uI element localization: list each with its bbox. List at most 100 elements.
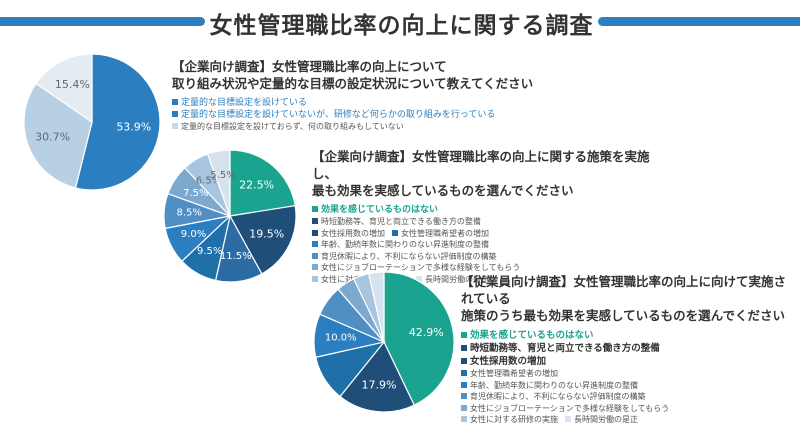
pie-slice bbox=[383, 271, 455, 406]
chart2-text: 【企業向け調査】女性管理職比率の向上に関する施策を実施し、 最も効果を実感してい… bbox=[312, 148, 652, 285]
legend-swatch bbox=[416, 275, 422, 282]
legend-swatch bbox=[392, 229, 398, 236]
legend-item: 女性採用数の増加 bbox=[461, 355, 797, 368]
legend-item: 育児休暇により、不利にならない評価制度の構築 bbox=[461, 391, 797, 403]
legend-item: 育児休暇により、不利にならない評価制度の構築 bbox=[312, 251, 652, 263]
legend-item: 長時間労働の是正 bbox=[565, 415, 638, 424]
legend-label: 女性にジョブローテーションで多様な経験をしてもらう bbox=[470, 403, 670, 413]
chart2-heading-line: 【企業向け調査】女性管理職比率の向上に関する施策を実施し、 bbox=[312, 149, 650, 181]
legend-item: 効果を感じているものはない bbox=[461, 329, 797, 342]
legend-label: 効果を感じているものはない bbox=[321, 205, 439, 215]
legend-item: 女性管理職希望者の増加 bbox=[461, 368, 797, 380]
pie-slice bbox=[229, 149, 296, 217]
chart3-heading: 【従業員向け調査】女性管理職比率の向上に向けて実施されている 施策のうち最も効果… bbox=[461, 273, 797, 324]
title-banner: 女性管理職比率の向上に関する調査 bbox=[0, 0, 800, 46]
legend-row: 女性採用数の増加 女性管理職希望者の増加 bbox=[312, 228, 652, 240]
legend-label: 女性管理職希望者の増加 bbox=[470, 369, 558, 378]
legend-label: 時短勤務等、育児と両立できる働き方の整備 bbox=[470, 343, 660, 354]
legend-swatch bbox=[172, 123, 178, 129]
legend-label: 長時間労働の是正 bbox=[425, 274, 489, 284]
pie-slice-label: 7.5% bbox=[183, 188, 208, 199]
legend-item: 女性にジョブローテーションで多様な経験をしてもらう bbox=[312, 262, 652, 274]
pie-chart-company-measures: 22.5% 19.5% 11.5%9.5% 9.0% 8.5% 7.5%6.5%5.5% bbox=[163, 149, 297, 283]
legend-row: 女性に対する研修の実施 長時間労働の是正 bbox=[461, 414, 797, 426]
chart3-text: 【従業員向け調査】女性管理職比率の向上に向けて実施されている 施策のうち最も効果… bbox=[461, 273, 797, 426]
legend-label: 女性にジョブローテーションで多様な経験をしてもらう bbox=[321, 263, 521, 272]
legend-swatch bbox=[461, 358, 467, 364]
legend-item: 女性にジョブローテーションで多様な経験をしてもらう bbox=[461, 403, 797, 415]
chart3-heading-line: 【従業員向け調査】女性管理職比率の向上に向けて実施されている bbox=[461, 274, 787, 306]
legend-item: 時短勤務等、育児と両立できる働き方の整備 bbox=[312, 216, 652, 228]
legend-item: 時短勤務等、育児と両立できる働き方の整備 bbox=[461, 342, 797, 355]
legend-label: 育児休暇により、不利にならない評価制度の構築 bbox=[321, 251, 497, 261]
pie-slice-label: 53.9% bbox=[116, 121, 151, 134]
chart1-legend: 定量的な目標設定を設けている 定量的な目標設定を設けていないが、研修など何らかの… bbox=[172, 97, 592, 133]
legend-swatch bbox=[312, 275, 318, 282]
legend-item: 年齢、勤続年数に関わりのない昇進制度の整備 bbox=[312, 239, 652, 251]
pie-slice-label: 17.9% bbox=[362, 379, 397, 392]
legend-item: 女性採用数の増加 bbox=[312, 229, 385, 238]
legend-swatch bbox=[461, 404, 467, 411]
page-title: 女性管理職比率の向上に関する調査 bbox=[209, 13, 594, 39]
chart2-heading-line: 最も効果を実感しているものを選んでください bbox=[312, 183, 574, 198]
legend-swatch bbox=[461, 370, 467, 376]
pie-slice-label: 10.0% bbox=[325, 332, 357, 343]
legend-label: 長時間労働の是正 bbox=[574, 415, 638, 424]
chart1-heading-line: 【企業向け調査】女性管理職比率の向上について bbox=[172, 59, 447, 74]
legend-label: 時短勤務等、育児と両立できる働き方の整備 bbox=[321, 217, 481, 226]
legend-label: 年齢、勤続年数に関わりのない昇進制度の整備 bbox=[321, 240, 489, 249]
pie-slice-label: 30.7% bbox=[35, 130, 70, 143]
chart3-legend: 効果を感じているものはない 時短勤務等、育児と両立できる働き方の整備 女性採用数… bbox=[461, 329, 797, 426]
legend-swatch bbox=[461, 345, 467, 351]
legend-swatch bbox=[461, 332, 467, 338]
pie-slice bbox=[74, 53, 161, 191]
legend-label: 女性採用数の増加 bbox=[470, 356, 547, 367]
pie-slice bbox=[368, 271, 385, 343]
pie-slice-label: 8.5% bbox=[176, 207, 201, 218]
legend-swatch bbox=[172, 111, 178, 117]
title-bar-left bbox=[0, 17, 205, 26]
legend-label: 定量的な目標設定を設けていないが、研修など何らかの取り組みを行っている bbox=[181, 110, 496, 120]
legend-item: 女性管理職希望者の増加 bbox=[392, 229, 489, 238]
legend-swatch bbox=[312, 264, 318, 270]
pie-slice bbox=[229, 204, 297, 275]
legend-item: 定量的な目標設定を設けている bbox=[172, 97, 592, 109]
legend-item: 効果を感じているものはない bbox=[312, 204, 652, 216]
chart1-heading: 【企業向け調査】女性管理職比率の向上について 取り組み状況や定量的な目標の設定状… bbox=[172, 58, 592, 92]
legend-swatch bbox=[461, 416, 467, 422]
pie-slice-label: 9.5% bbox=[197, 246, 222, 257]
chart1-text: 【企業向け調査】女性管理職比率の向上について 取り組み状況や定量的な目標の設定状… bbox=[172, 58, 592, 133]
legend-label: 育児休暇により、不利にならない評価制度の構築 bbox=[470, 392, 646, 401]
legend-label: 定量的な目標設定を設けておらず、何の取り組みもしていない bbox=[181, 122, 404, 131]
pie-slice-label: 11.5% bbox=[220, 251, 252, 262]
legend-swatch bbox=[312, 218, 318, 224]
title-bar-right bbox=[598, 17, 800, 26]
pie-slice-label: 9.0% bbox=[181, 229, 206, 240]
legend-item: 年齢、勤続年数に関わりのない昇進制度の整備 bbox=[461, 380, 797, 392]
legend-label: 女性に対する研修の実施 bbox=[470, 415, 558, 424]
chart3-heading-line: 施策のうち最も効果を実感しているものを選んでください bbox=[461, 308, 786, 323]
pie-chart-employee-measures: 42.9% 17.9% 10.0% bbox=[313, 271, 455, 413]
pie-slice bbox=[23, 82, 93, 189]
legend-item: 定量的な目標設定を設けていないが、研修など何らかの取り組みを行っている bbox=[172, 109, 592, 121]
legend-item: 長時間労働の是正 bbox=[416, 275, 489, 284]
legend-swatch bbox=[461, 393, 467, 399]
pie-slice-label: 5.5% bbox=[210, 170, 235, 181]
legend-swatch bbox=[461, 381, 467, 388]
pie-chart-goal-setting: 53.9% 30.7% 15.4% bbox=[23, 53, 161, 191]
pie-slice-label: 6.5% bbox=[196, 176, 221, 187]
legend-label: 女性採用数の増加 bbox=[321, 228, 385, 238]
legend-swatch bbox=[312, 206, 318, 212]
pie-slice-label: 19.5% bbox=[249, 228, 284, 241]
legend-swatch bbox=[312, 241, 318, 247]
legend-swatch bbox=[312, 229, 318, 236]
legend-swatch bbox=[172, 99, 178, 105]
pie-slice bbox=[339, 340, 416, 413]
pie-slice-label: 42.9% bbox=[409, 326, 444, 339]
legend-label: 効果を感じているものはない bbox=[470, 330, 594, 341]
legend-label: 年齢、勤続年数に関わりのない昇進制度の整備 bbox=[470, 380, 638, 390]
chart2-heading: 【企業向け調査】女性管理職比率の向上に関する施策を実施し、 最も効果を実感してい… bbox=[312, 148, 652, 199]
legend-item: 定量的な目標設定を設けておらず、何の取り組みもしていない bbox=[172, 121, 592, 133]
legend-item: 女性に対する研修の実施 bbox=[461, 415, 558, 424]
legend-swatch bbox=[565, 416, 571, 422]
